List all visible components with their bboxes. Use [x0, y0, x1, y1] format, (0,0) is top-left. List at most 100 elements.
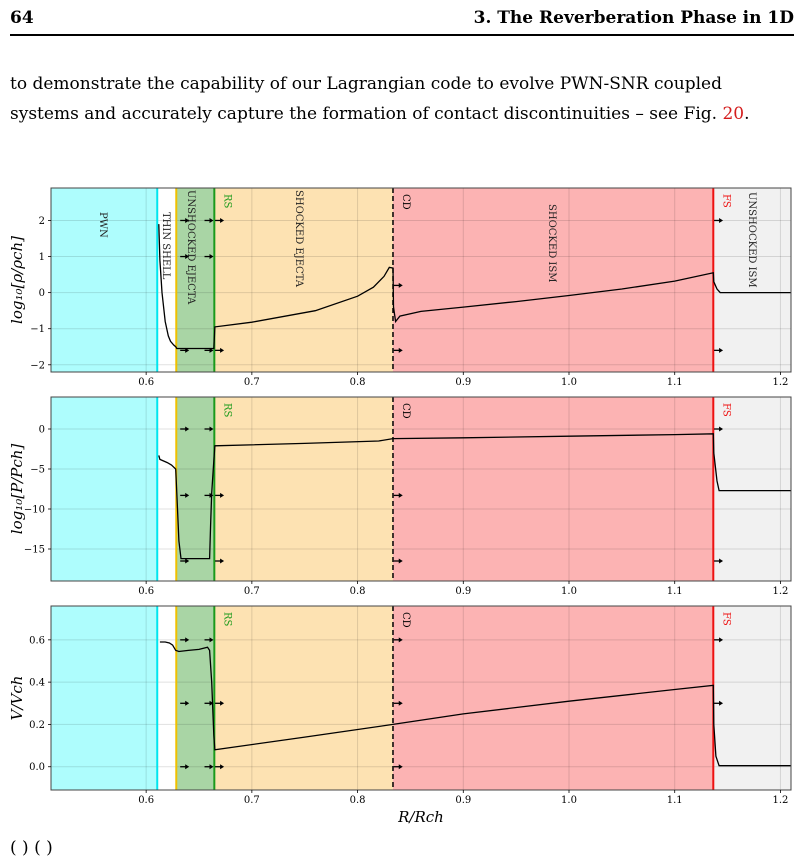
region-thin-shell [157, 188, 177, 372]
y-tick-label: 0.0 [29, 762, 45, 773]
flow-arrow-head [185, 254, 190, 260]
flow-arrow-head [220, 492, 225, 498]
region-shocked-ism [392, 606, 714, 790]
x-tick-label: 0.6 [138, 586, 154, 597]
x-tick-label: 0.9 [455, 377, 471, 388]
region-thin-shell [157, 397, 177, 581]
region-pwn [51, 397, 158, 581]
boundary-label-fs: FS [720, 612, 731, 626]
header-rule [10, 34, 794, 36]
region-unshocked-ism [713, 397, 791, 581]
y-tick-label: −2 [30, 360, 45, 371]
flow-arrow-head [220, 558, 225, 564]
region-label: UNSHOCKED EJECTA [185, 190, 196, 305]
x-tick-label: 0.7 [244, 586, 260, 597]
boundary-label-fs: FS [720, 403, 731, 417]
figure-20: RS CD FS PWN THIN SHELL UNSHOCKED EJECTA SHOCK… [8, 187, 792, 826]
region-label: UNSHOCKED ISM [746, 192, 757, 288]
y-tick-label: −1 [30, 324, 45, 335]
y-tick-label: −5 [30, 465, 45, 476]
x-tick-label: 1.0 [561, 377, 577, 388]
flow-arrow-head [719, 637, 724, 643]
region-shocked-ejecta [214, 606, 393, 790]
x-tick-label: 0.6 [138, 377, 154, 388]
region-shocked-ejecta [214, 188, 393, 372]
x-tick-label: 1.2 [772, 377, 788, 388]
flow-arrow-head [185, 700, 190, 706]
x-tick-label: 0.8 [350, 377, 366, 388]
y-tick-label: −10 [24, 505, 45, 516]
flow-arrow-head [719, 347, 724, 353]
region-unshocked-ism [713, 188, 791, 372]
flow-arrow-head [398, 637, 403, 643]
page-number: 64 [10, 8, 34, 28]
region-thin-shell [157, 606, 177, 790]
y-tick-label: 0 [39, 288, 45, 299]
region-shocked-ism [392, 397, 714, 581]
region-label: PWN [97, 212, 108, 238]
y-tick-label: 1 [39, 252, 45, 263]
paragraph-line-2-text: systems and accurately capture the forma… [10, 104, 723, 124]
region-unshocked-ejecta [176, 188, 215, 372]
boundary-label-rs: RS [221, 612, 232, 627]
x-axis-label: R/Rch [397, 808, 444, 826]
flow-arrow-head [398, 764, 403, 770]
plot-frame [50, 605, 792, 791]
x-tick-label: 0.9 [455, 795, 471, 806]
x-tick-label: 1.0 [561, 795, 577, 806]
y-tick-label: −15 [24, 545, 45, 556]
flow-arrow-head [209, 637, 214, 643]
paragraph-line-1: to demonstrate the capability of our Lag… [10, 74, 722, 94]
x-tick-label: 0.8 [350, 586, 366, 597]
chapter-title: 3. The Reverberation Phase in 1D [473, 8, 794, 28]
boundary-label-cd: CD [400, 403, 411, 419]
region-shocked-ejecta [214, 397, 393, 581]
x-tick-label: 1.1 [667, 377, 683, 388]
x-tick-label: 1.0 [561, 586, 577, 597]
x-tick-label: 1.1 [667, 795, 683, 806]
flow-arrow-head [719, 426, 724, 432]
flow-arrow-head [185, 426, 190, 432]
region-pwn [51, 606, 158, 790]
flow-arrow-head [398, 700, 403, 706]
boundary-label-fs: FS [720, 194, 731, 208]
y-axis-label: log₁₀[ρ/ρch] [8, 236, 26, 324]
flow-arrow-head [220, 764, 225, 770]
page-header: 64 3. The Reverberation Phase in 1D [10, 4, 794, 36]
flow-arrow-head [398, 282, 403, 288]
region-unshocked-ism [713, 606, 791, 790]
x-tick-label: 0.6 [138, 795, 154, 806]
flow-arrow-head [209, 254, 214, 260]
flow-arrow-head [209, 217, 214, 223]
series-line [158, 433, 791, 560]
region-unshocked-ejecta [176, 606, 215, 790]
flow-arrow-head [185, 558, 190, 564]
x-tick-label: 1.2 [772, 795, 788, 806]
boundary-label-cd: CD [400, 194, 411, 210]
trailing-text: ( ) ( ) [10, 838, 53, 858]
flow-arrow-head [185, 492, 190, 498]
y-tick-label: 0.4 [29, 678, 45, 689]
x-tick-label: 1.1 [667, 586, 683, 597]
y-tick-label: 0.2 [29, 720, 45, 731]
series-line [159, 641, 791, 767]
flow-arrow-head [220, 217, 225, 223]
flow-arrow-head [185, 637, 190, 643]
flow-arrow-head [398, 558, 403, 564]
flow-arrow-head [209, 700, 214, 706]
x-tick-label: 0.7 [244, 795, 260, 806]
flow-arrow-head [719, 217, 724, 223]
paragraph-line-2: systems and accurately capture the forma… [10, 99, 800, 129]
figure-reference-link[interactable]: 20 [722, 104, 745, 124]
boundary-label-rs: RS [221, 403, 232, 418]
panel-2: RS CD FS 0.6 0.7 0.8 0.9 1.0 1.1 1.2 0 −5 −10 −15 log₁… [8, 396, 792, 597]
region-label: THIN SHELL [160, 212, 171, 280]
flow-arrow-head [220, 700, 225, 706]
paragraph-line-2-end: . [744, 104, 750, 124]
plot-frame [50, 187, 792, 373]
y-axis-label: V/Vch [8, 676, 26, 721]
flow-arrow-head [398, 492, 403, 498]
region-pwn [51, 188, 158, 372]
flow-arrow-head [185, 764, 190, 770]
y-axis-label: log₁₀[P/Pch] [8, 444, 26, 535]
